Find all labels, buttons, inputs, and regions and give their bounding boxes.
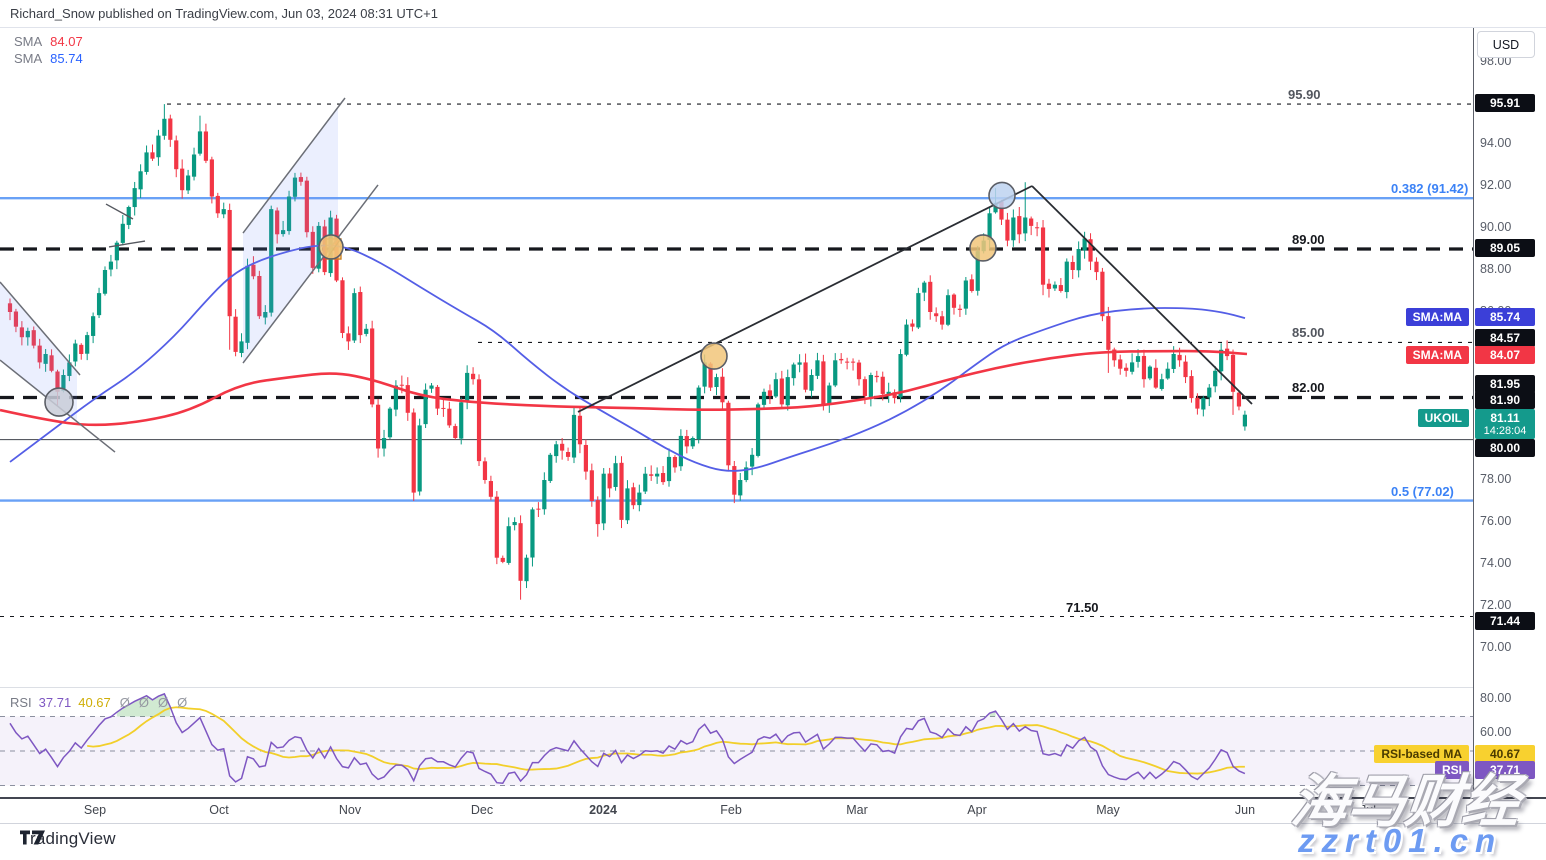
- level-label-85.00: 85.00: [1292, 325, 1325, 341]
- price-badge-84.57: 84.57: [1475, 329, 1535, 347]
- price-badge-40.67: 40.67: [1475, 745, 1535, 763]
- sma-value-red: 84.07: [50, 34, 83, 49]
- rsi-value: 37.71: [38, 695, 72, 710]
- price-tick: 76.00: [1480, 514, 1512, 528]
- price-badge-84.07: 84.07: [1475, 346, 1535, 364]
- chart-canvas[interactable]: [0, 0, 1473, 797]
- header-divider: [0, 27, 1546, 28]
- month-label-May: May: [1096, 803, 1120, 817]
- price-badge-37.71: 37.71: [1475, 761, 1535, 779]
- price-tick: 92.00: [1480, 178, 1512, 192]
- month-label-Apr: Apr: [967, 803, 987, 817]
- tradingview-brand-text[interactable]: TradingView: [20, 829, 116, 848]
- price-badge-95.91: 95.91: [1475, 94, 1535, 112]
- circle-slash-icon[interactable]: Ø: [158, 695, 169, 710]
- watermark-url: zzrt01.cn: [1298, 822, 1503, 859]
- price-badge-71.44: 71.44: [1475, 612, 1535, 630]
- price-badge-81.95: 81.95: [1475, 375, 1535, 393]
- level-label-82.00: 82.00: [1292, 380, 1325, 396]
- price-tick: 74.00: [1480, 556, 1512, 570]
- indicator-legend: SMA 84.07 SMA 85.74: [14, 33, 83, 67]
- price-tick: 78.00: [1480, 472, 1512, 486]
- price-badge-85.74: 85.74: [1475, 308, 1535, 326]
- price-tick: 90.00: [1480, 220, 1512, 234]
- axis-tag-RSI: RSI: [1434, 761, 1469, 779]
- rsi-ma-value: 40.67: [78, 695, 111, 710]
- month-label-Dec: Dec: [470, 803, 494, 817]
- month-label-Nov: Nov: [338, 803, 362, 817]
- price-tick: 70.00: [1480, 640, 1512, 654]
- axis-tag-RSI-based MA: RSI-based MA: [1374, 745, 1469, 763]
- circle-slash-icon[interactable]: Ø: [177, 695, 188, 710]
- sma-legend-blue: SMA 85.74: [14, 50, 83, 67]
- time-axis[interactable]: Sep Oct Nov Dec 2024 Feb Mar Apr May Jun Jul: [0, 797, 1546, 824]
- sma-label: SMA: [14, 51, 43, 66]
- level-label-89.00: 89.00: [1292, 232, 1325, 247]
- axis-tag-SMA:MA: SMA:MA: [1405, 308, 1469, 326]
- price-tick: 80.00: [1480, 691, 1512, 705]
- price-badge-80.00: 80.00: [1475, 439, 1535, 457]
- price-badge-89.05: 89.05: [1475, 239, 1535, 257]
- price-tick: 88.00: [1480, 262, 1512, 276]
- month-label-Jun: Jun: [1234, 803, 1256, 817]
- tradingview-logo-icon[interactable]: [20, 829, 46, 846]
- month-label-2024: 2024: [589, 803, 617, 817]
- level-label-0.5 (77.02): 0.5 (77.02): [1391, 483, 1454, 499]
- pane-divider: [0, 687, 1546, 688]
- sma-legend-red: SMA 84.07: [14, 33, 83, 50]
- rsi-legend: RSI 37.71 40.67 Ø Ø Ø Ø: [10, 695, 187, 710]
- level-label-71.50: 71.50: [1066, 599, 1099, 615]
- rsi-label: RSI: [10, 695, 32, 710]
- level-label-0.382 (91.42): 0.382 (91.42): [1391, 181, 1469, 197]
- footer: TradingView: [20, 829, 116, 849]
- price-badge-81.11: 81.11 14:28:04: [1475, 409, 1535, 439]
- month-label-Feb: Feb: [720, 803, 742, 817]
- price-badge-81.90: 81.90: [1475, 391, 1535, 409]
- month-label-Jul: Jul: [1360, 803, 1376, 817]
- axis-tag-SMA:MA: SMA:MA: [1405, 346, 1469, 364]
- price-axis[interactable]: 98.0094.0092.0090.0088.0086.0078.0076.00…: [1473, 28, 1546, 797]
- attribution-text: Richard_Snow published on TradingView.co…: [10, 6, 438, 21]
- month-label-Oct: Oct: [209, 803, 229, 817]
- sma-label: SMA: [14, 34, 43, 49]
- price-tick: 94.00: [1480, 136, 1512, 150]
- month-label-Mar: Mar: [846, 803, 868, 817]
- price-tick: 72.00: [1480, 598, 1512, 612]
- circle-slash-icon[interactable]: Ø: [119, 695, 130, 710]
- price-tick: 60.00: [1480, 725, 1512, 739]
- currency-button[interactable]: USD: [1477, 31, 1535, 58]
- sma-value-blue: 85.74: [50, 51, 83, 66]
- circle-slash-icon[interactable]: Ø: [138, 695, 150, 710]
- month-label-Sep: Sep: [83, 803, 107, 817]
- axis-tag-UKOIL: UKOIL: [1417, 409, 1469, 427]
- level-label-95.90: 95.90: [1288, 87, 1321, 103]
